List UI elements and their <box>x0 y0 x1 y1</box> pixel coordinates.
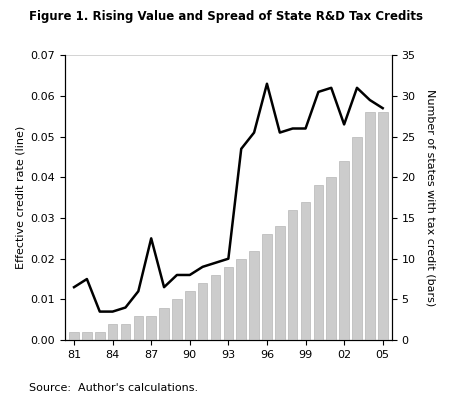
Bar <box>198 283 207 340</box>
Text: Figure 1. Rising Value and Spread of State R&D Tax Credits: Figure 1. Rising Value and Spread of Sta… <box>29 10 423 23</box>
Bar <box>275 226 285 340</box>
Bar <box>288 210 297 340</box>
Bar <box>224 267 233 340</box>
Bar <box>339 161 349 340</box>
Bar <box>378 112 387 340</box>
Bar <box>262 234 272 340</box>
Y-axis label: Effective credit rate (line): Effective credit rate (line) <box>15 126 25 269</box>
Bar <box>82 332 92 340</box>
Bar <box>249 251 259 340</box>
Text: Source:  Author's calculations.: Source: Author's calculations. <box>29 383 198 393</box>
Bar <box>185 291 194 340</box>
Bar <box>121 324 130 340</box>
Bar <box>95 332 104 340</box>
Bar <box>69 332 79 340</box>
Bar <box>236 259 246 340</box>
Bar <box>211 275 220 340</box>
Bar <box>146 316 156 340</box>
Bar <box>326 177 336 340</box>
Bar <box>352 137 362 340</box>
Bar <box>172 299 182 340</box>
Bar <box>314 185 323 340</box>
Bar <box>134 316 143 340</box>
Bar <box>159 307 169 340</box>
Bar <box>108 324 117 340</box>
Bar <box>301 202 310 340</box>
Y-axis label: Number of states with tax credit (bars): Number of states with tax credit (bars) <box>425 89 435 306</box>
Bar <box>365 112 375 340</box>
